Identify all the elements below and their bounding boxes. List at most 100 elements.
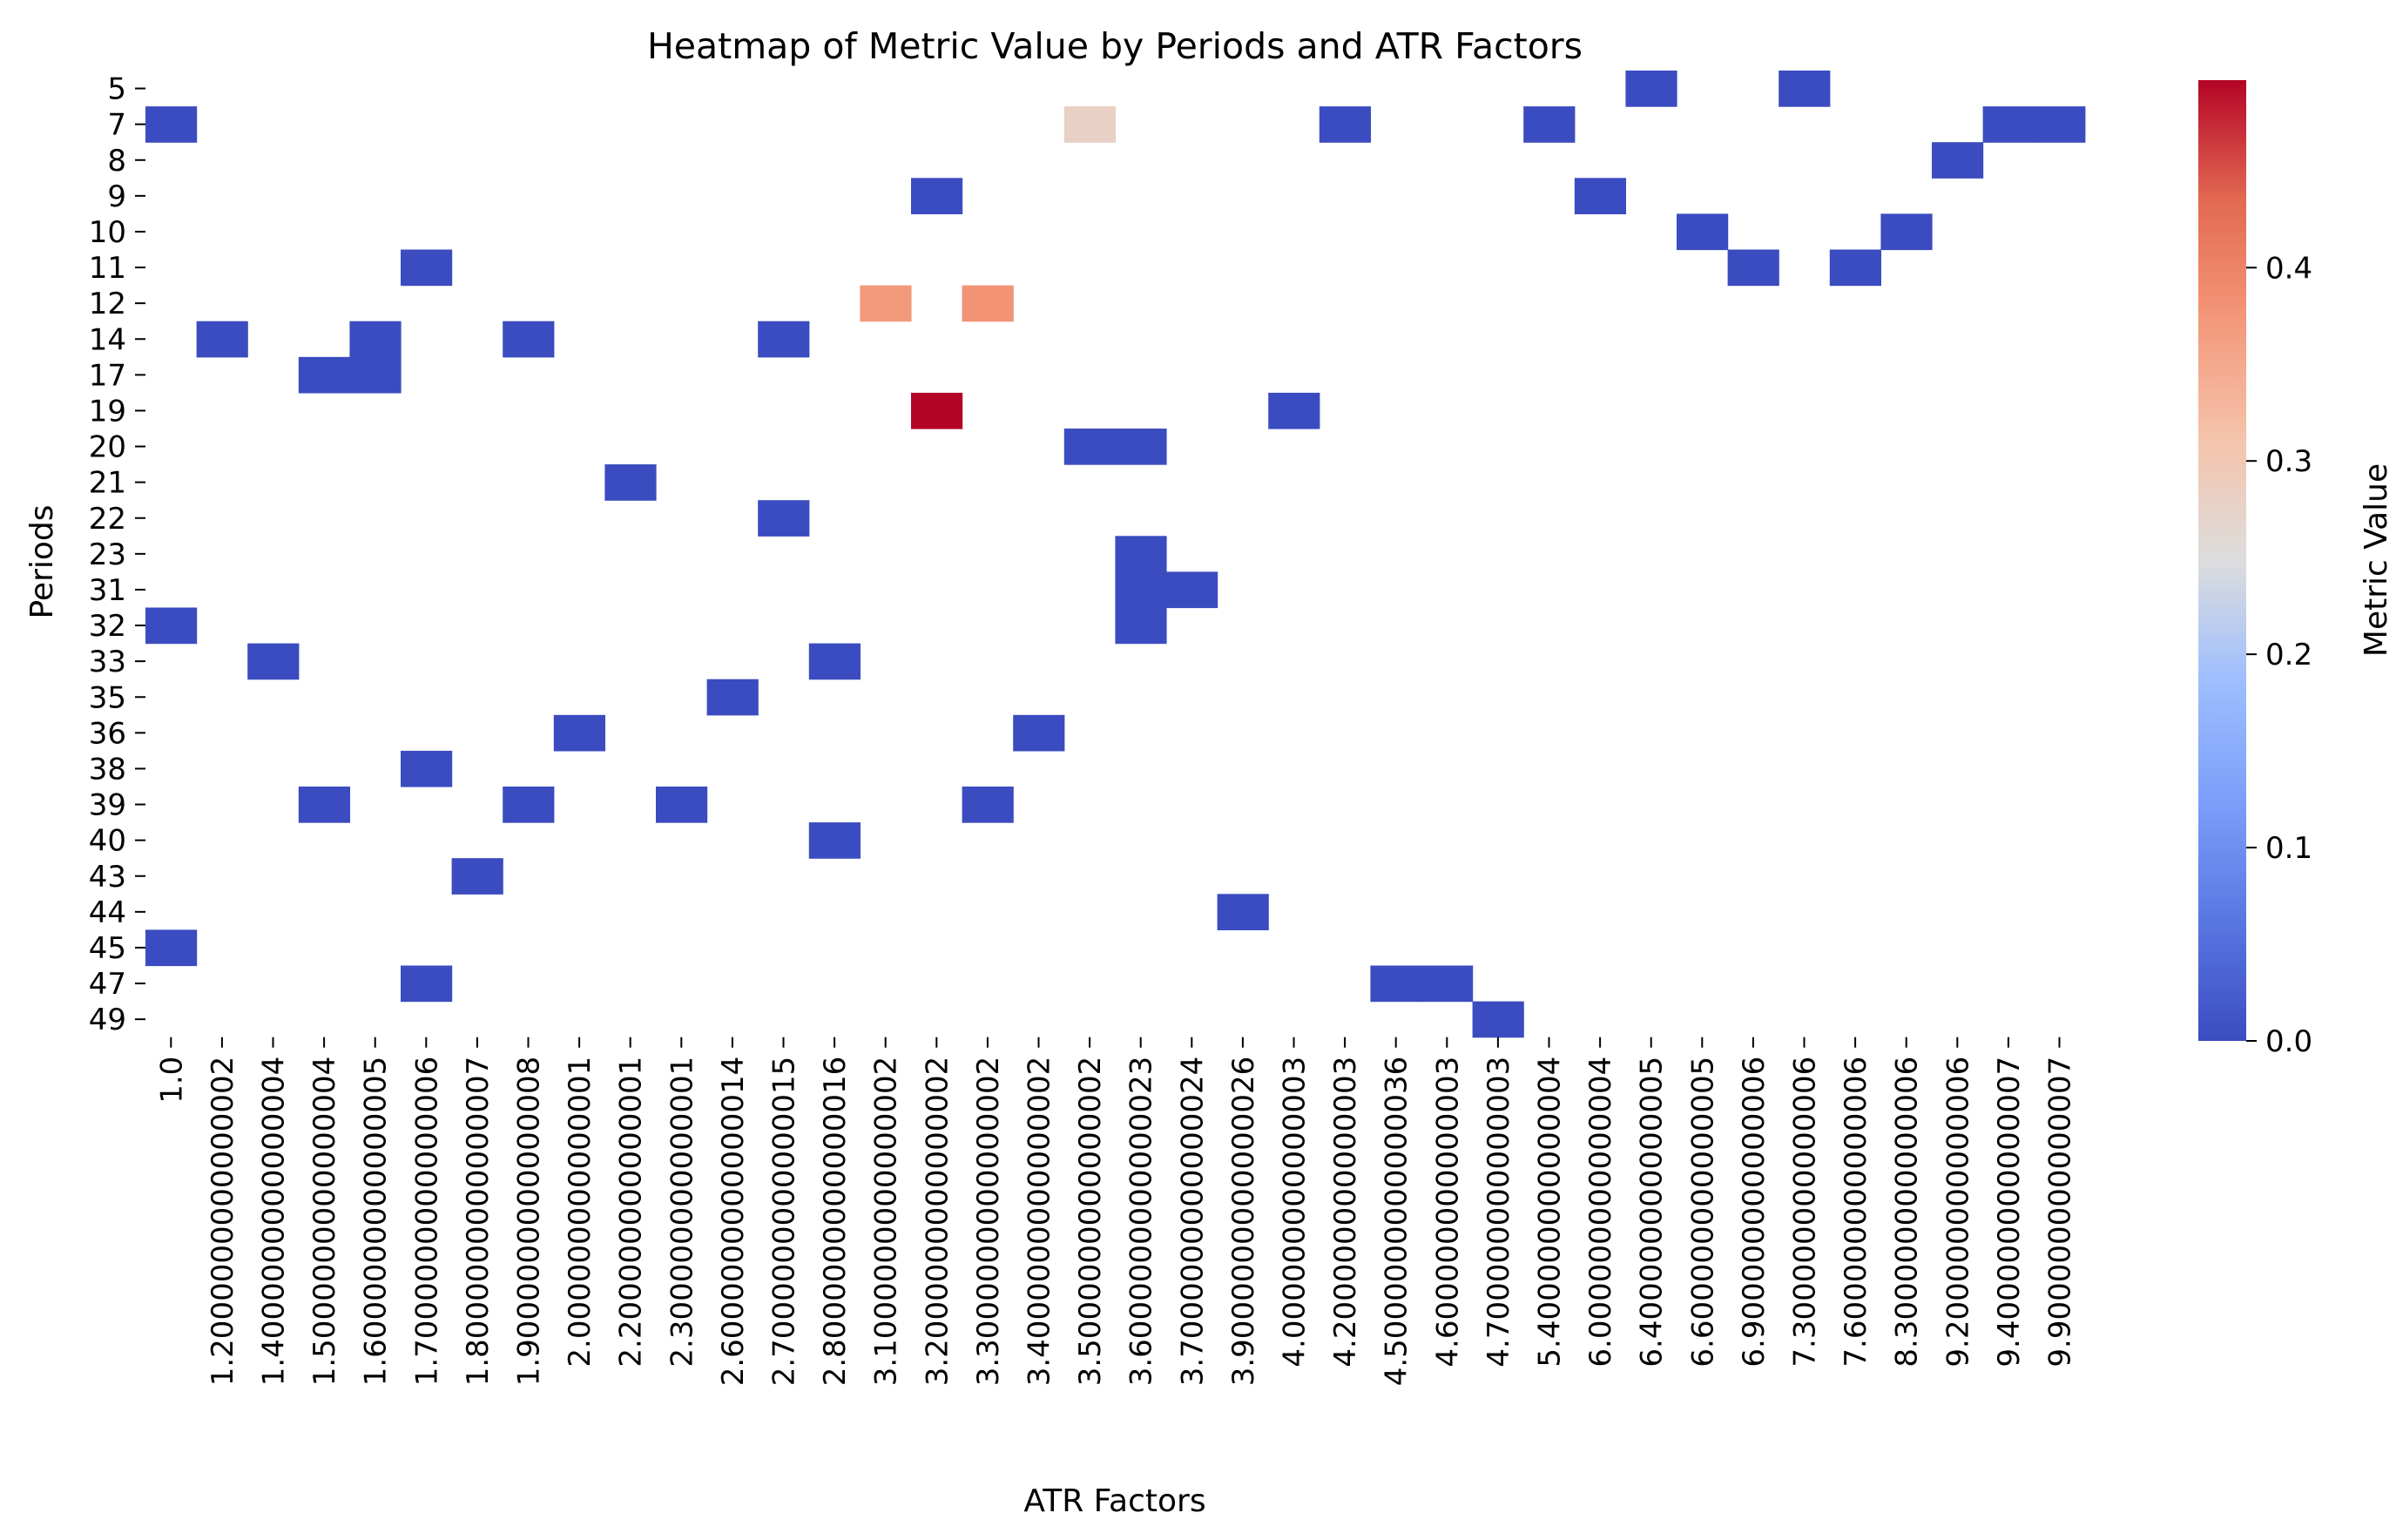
x-tick-label: 1.0 [154,1057,189,1104]
x-tick-label: 2.200000000000001 [614,1057,649,1368]
x-tick-label: 4.700000000000003 [1482,1057,1516,1368]
heatmap-cell [451,858,503,895]
heatmap-cell [145,929,198,967]
heatmap-cell [1268,392,1320,429]
x-tick-label: 3.5000000000000002 [1073,1057,1108,1387]
x-tick-label: 3.6000000000000023 [1124,1057,1159,1387]
y-axis-label: Periods [24,504,60,618]
x-tick-label: 6.600000000000005 [1685,1057,1720,1368]
heatmap-cell [503,787,555,823]
x-tick-label: 2.300000000000001 [665,1057,699,1368]
heatmap-cell [1115,429,1167,465]
y-tick-label: 32 [89,609,126,644]
heatmap-cell [1063,429,1116,465]
colorbar-label: Metric Value [2359,463,2394,657]
heatmap-cell [145,106,198,143]
x-tick-label: 3.4000000000000002 [1023,1057,1057,1387]
heatmap-cell [1319,106,1371,143]
heatmap-cell [706,679,759,716]
heatmap-cell [808,822,861,859]
x-tick-label: 3.7000000000000024 [1175,1057,1210,1387]
heatmap-cell [1115,607,1167,645]
x-tick-label: 9.400000000000007 [1992,1057,2027,1368]
x-tick-label: 2.7000000000000015 [767,1057,802,1387]
heatmap-cell [1063,106,1116,143]
heatmap-cell [1625,71,1677,107]
x-tick-label: 1.8000000000000007 [461,1057,496,1387]
y-tick-label: 36 [89,716,126,751]
y-tick-label: 35 [89,680,126,715]
heatmap-cell [349,356,402,394]
y-tick-label: 8 [107,144,126,179]
x-tick-label: 4.5000000000000036 [1380,1057,1414,1387]
heatmap-cell [196,321,248,358]
heatmap-cell [1982,106,2035,143]
heatmap-cell [349,321,402,358]
y-tick-label: 21 [89,466,126,501]
x-tick-label: 6.000000000000004 [1583,1057,1618,1368]
x-tick-label: 2.8000000000000016 [818,1057,853,1387]
y-tick-label: 31 [89,573,126,608]
colorbar [2198,80,2246,1041]
x-tick-label: 1.2000000000000002 [206,1057,240,1387]
y-tick-label: 33 [89,645,126,679]
heatmap-cell [401,249,453,287]
y-tick-label: 17 [89,358,126,393]
heatmap-cell [553,714,605,752]
heatmap-cell [860,285,912,322]
colorbar-tick-label: 0.3 [2265,444,2312,479]
y-tick-label: 45 [89,931,126,966]
x-tick-label: 8.300000000000006 [1890,1057,1925,1368]
heatmap-cell [2034,106,2086,143]
heatmap-cell [1880,213,1933,251]
heatmap-cell [604,464,657,501]
y-tick-label: 20 [89,430,126,465]
colorbar-tick-label: 0.1 [2265,831,2312,866]
x-axis-label: ATR Factors [1023,1483,1205,1519]
y-tick-label: 43 [89,860,126,895]
y-tick-label: 49 [89,1003,126,1037]
x-axis-ticks: 1.0 1.2000000000000002 1.4000000000000004 1… [154,1037,2078,1387]
heatmap-cell [1166,571,1218,609]
colorbar-ticks: 0.0 0.1 0.2 0.3 0.4 [2246,251,2312,1059]
y-tick-label: 40 [89,824,126,859]
y-tick-label: 19 [89,394,126,429]
heatmap-cell [1574,178,1626,214]
heatmap-cell [911,178,963,214]
chart-title: Heatmap of Metric Value by Periods and A… [647,25,1583,67]
x-tick-label: 3.3000000000000002 [971,1057,1006,1387]
heatmap-cell [758,500,810,537]
y-tick-label: 9 [107,179,126,214]
colorbar-tick-label: 0.4 [2265,251,2312,286]
heatmap-cell [656,787,708,823]
heatmap-cell [1523,106,1576,143]
y-tick-label: 11 [89,251,126,286]
heatmap-cell [1115,536,1167,572]
y-axis-ticks: 5789101112141719202122233132333536383940… [89,72,145,1037]
heatmap-cell [298,787,350,823]
y-tick-label: 38 [89,752,126,787]
x-tick-label: 3.2000000000000002 [920,1057,955,1387]
x-tick-label: 9.200000000000006 [1941,1057,1975,1368]
heatmap-cell [1013,714,1065,752]
x-tick-label: 6.400000000000005 [1635,1057,1670,1368]
y-tick-label: 39 [89,788,126,823]
y-tick-label: 23 [89,537,126,572]
x-tick-label: 1.9000000000000008 [512,1057,547,1387]
heatmap-cell [1727,249,1779,287]
heatmap-cell [1472,1001,1524,1038]
heatmap-cell [1115,571,1167,609]
heatmap-cell [401,750,453,787]
heatmap-cell [1932,142,1984,179]
x-tick-label: 2.000000000000001 [563,1057,597,1368]
heatmap-cell [1217,894,1269,930]
x-tick-label: 1.7000000000000006 [409,1057,444,1387]
x-tick-label: 4.000000000000003 [1278,1057,1313,1368]
heatmap-cell [401,965,453,1003]
heatmap-cell [1829,249,1881,287]
x-tick-label: 7.300000000000006 [1788,1057,1823,1368]
y-tick-label: 12 [89,287,126,321]
heatmap-cell [962,285,1014,322]
y-tick-label: 10 [89,215,126,250]
heatmap-cell [962,787,1014,823]
